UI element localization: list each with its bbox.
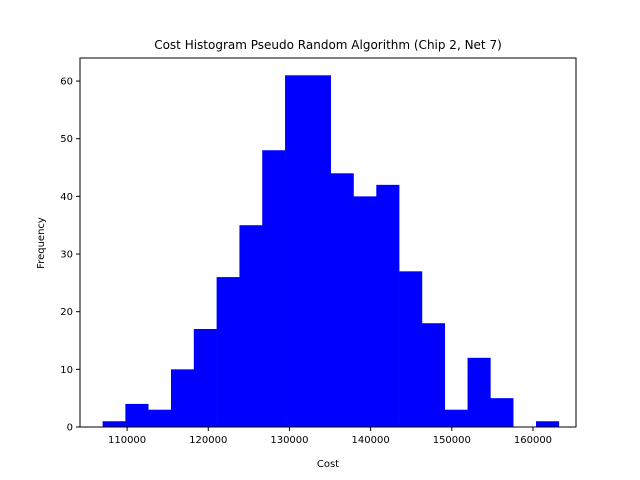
y-axis-label: Frequency xyxy=(36,217,47,269)
y-tick-label: 10 xyxy=(60,365,73,376)
histogram-bar xyxy=(376,184,400,427)
histogram-bar xyxy=(353,196,377,427)
histogram-bar xyxy=(125,403,149,427)
x-tick-label: 130000 xyxy=(270,435,308,446)
y-tick-label: 40 xyxy=(60,192,73,203)
chart-title: Cost Histogram Pseudo Random Algorithm (… xyxy=(154,38,502,52)
histogram-bar xyxy=(285,75,309,427)
histogram-bar xyxy=(421,323,446,427)
x-axis-ticks: 110000 120000 130000 140000 150000 160000 xyxy=(108,427,552,446)
histogram-bar xyxy=(330,173,354,427)
histogram-bar xyxy=(216,277,240,427)
y-tick-label: 30 xyxy=(60,250,73,261)
x-tick-label: 110000 xyxy=(108,435,146,446)
histogram-bar xyxy=(262,150,286,427)
x-axis-label: Cost xyxy=(317,459,339,470)
x-tick-label: 140000 xyxy=(352,435,390,446)
y-tick-label: 60 xyxy=(60,77,73,88)
y-tick-label: 20 xyxy=(60,307,73,318)
histogram-bar xyxy=(444,409,468,427)
x-tick-label: 160000 xyxy=(514,435,552,446)
y-tick-label: 50 xyxy=(60,134,73,145)
histogram-bar xyxy=(490,398,514,427)
histogram-bar xyxy=(148,409,172,427)
x-tick-label: 150000 xyxy=(433,435,471,446)
bars-group xyxy=(102,75,560,427)
histogram-bar xyxy=(467,357,491,427)
histogram-bar xyxy=(239,225,263,427)
histogram-bar xyxy=(193,328,217,427)
y-axis-ticks: 0 10 20 30 40 50 60 xyxy=(60,77,80,434)
histogram-bar xyxy=(171,369,195,427)
y-tick-label: 0 xyxy=(67,423,73,434)
histogram-bar xyxy=(399,271,423,427)
histogram-bar xyxy=(102,421,126,427)
histogram-bar xyxy=(307,75,331,427)
x-tick-label: 120000 xyxy=(189,435,227,446)
plot-frame xyxy=(79,57,577,428)
histogram-bar xyxy=(535,421,560,427)
